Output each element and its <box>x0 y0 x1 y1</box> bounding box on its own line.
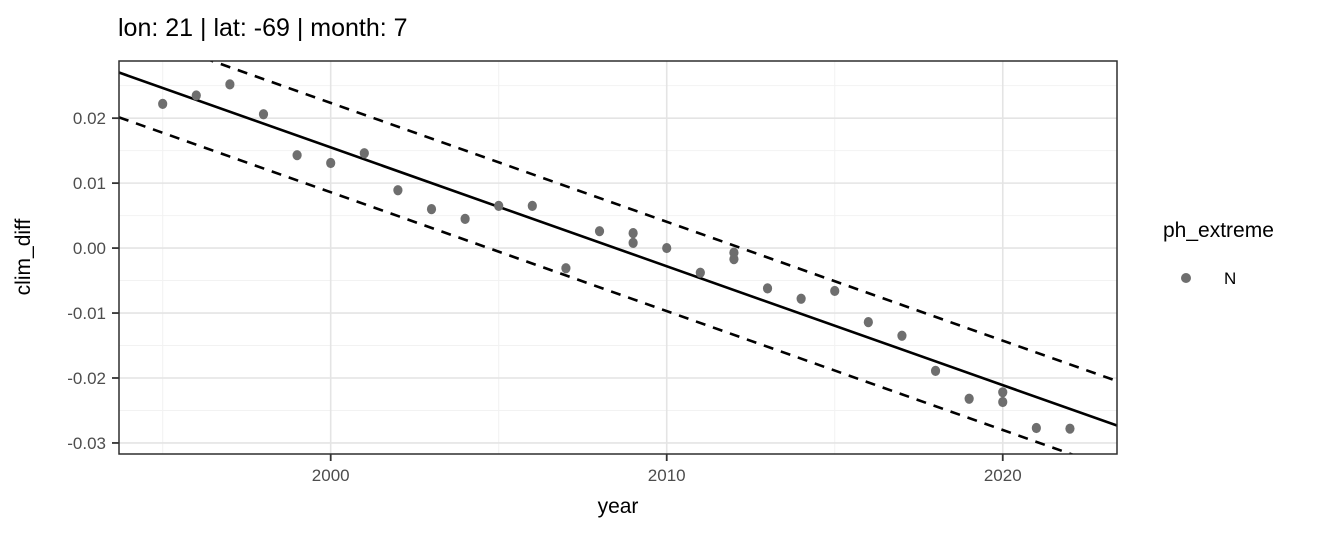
x-tick-label: 2010 <box>648 466 686 485</box>
legend-title: ph_extreme <box>1163 219 1274 242</box>
data-point <box>292 150 302 161</box>
data-point <box>326 157 336 169</box>
trend-line <box>119 71 1117 427</box>
plot-title: lon: 21 | lat: -69 | month: 7 <box>118 14 408 42</box>
y-axis-title: clim_diff <box>12 219 35 296</box>
data-point <box>628 237 638 248</box>
data-point <box>594 226 605 237</box>
data-point <box>191 90 201 101</box>
data-point <box>258 109 269 120</box>
data-point <box>359 148 369 159</box>
legend-items: N <box>1181 269 1236 288</box>
y-tick-label: 0.00 <box>73 239 106 258</box>
gridlines <box>119 61 1117 454</box>
upper-band-line <box>208 61 1117 383</box>
model-lines <box>119 61 1117 454</box>
x-tick-label: 2000 <box>312 466 350 485</box>
data-point <box>460 213 470 224</box>
data-point <box>662 242 672 254</box>
y-tick-label: -0.02 <box>67 369 106 388</box>
y-tick-label: -0.01 <box>67 304 106 323</box>
data-point <box>695 267 705 278</box>
x-axis-title: year <box>598 495 639 518</box>
data-point <box>863 317 873 328</box>
axis-ticks: 2000 2010 2020 0.02 0.01 0.00 -0.01 -0.02 -0.03 <box>67 109 1021 485</box>
data-point <box>527 200 537 211</box>
data-point <box>729 254 739 265</box>
data-point <box>158 98 168 109</box>
legend-marker-icon <box>1181 273 1191 283</box>
data-point <box>930 365 941 376</box>
data-point <box>426 204 437 215</box>
data-point <box>897 330 907 341</box>
lower-band-line <box>119 116 1075 454</box>
y-tick-label: -0.03 <box>67 434 106 453</box>
data-point <box>561 263 571 274</box>
y-tick-label: 0.01 <box>73 174 106 193</box>
legend-item-label: N <box>1224 269 1236 288</box>
data-point <box>628 228 638 239</box>
y-tick-label: 0.02 <box>73 109 106 128</box>
data-point <box>1031 422 1041 434</box>
data-point <box>830 285 840 297</box>
data-point <box>796 293 806 304</box>
data-point <box>1065 423 1075 434</box>
data-point <box>998 387 1008 398</box>
data-point <box>762 283 773 294</box>
data-point <box>225 79 235 90</box>
data-point <box>393 185 403 196</box>
x-tick-label: 2020 <box>984 466 1022 485</box>
data-points <box>158 79 1075 434</box>
data-point <box>964 393 974 404</box>
panel-border <box>118 60 1118 455</box>
data-point <box>494 200 504 211</box>
data-point <box>998 396 1008 408</box>
